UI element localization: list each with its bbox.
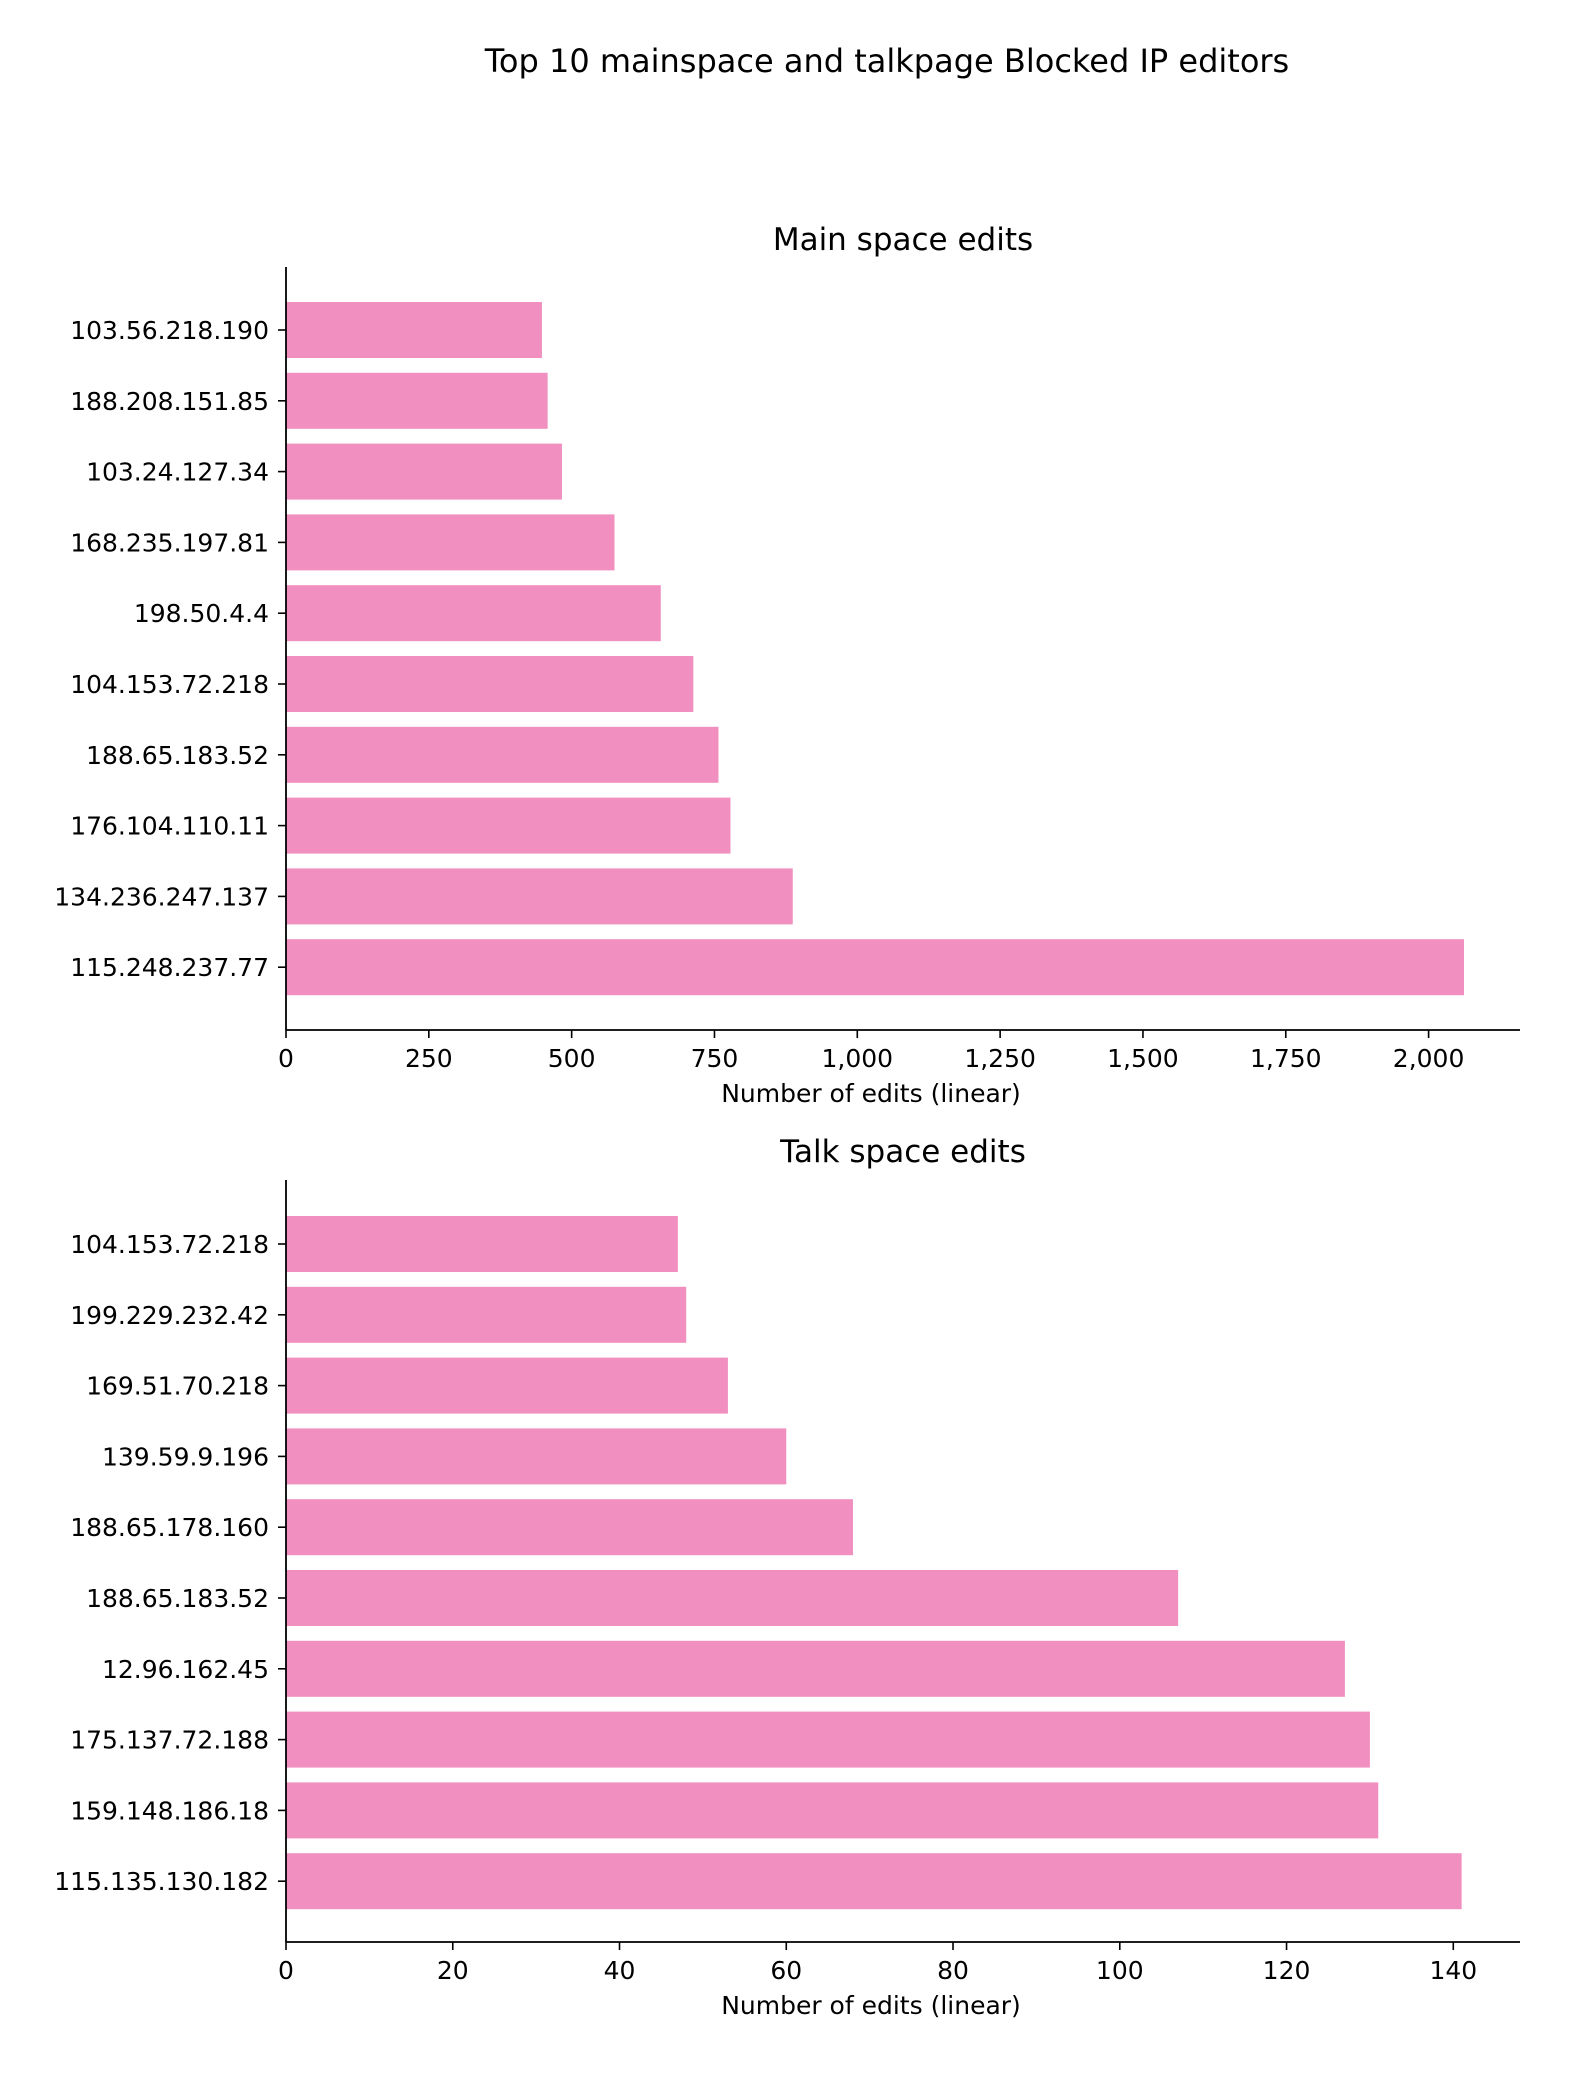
main-bar	[286, 372, 548, 429]
main-y-tick-label: 103.24.127.34	[86, 458, 269, 487]
talk-bar	[286, 1640, 1345, 1697]
main-bar	[286, 585, 661, 642]
main-bar	[286, 939, 1465, 996]
talk-x-tick-label: 20	[437, 1956, 469, 1985]
talk-x-tick-label: 140	[1429, 1956, 1477, 1985]
main-y-tick-label: 103.56.218.190	[70, 316, 269, 345]
talk-y-tick-label: 115.135.130.182	[54, 1867, 269, 1896]
talk-y-tick-label: 188.65.183.52	[86, 1584, 269, 1613]
talk-y-tick-label: 139.59.9.196	[102, 1442, 269, 1471]
main-x-tick-label: 1,250	[964, 1044, 1036, 1073]
main-y-tick-label: 198.50.4.4	[134, 599, 269, 628]
main-x-tick-label: 0	[278, 1044, 294, 1073]
talk-x-tick-label: 80	[937, 1956, 969, 1985]
talk-y-tick-label: 12.96.162.45	[102, 1655, 269, 1684]
main-chart-title: Main space edits	[773, 222, 1033, 258]
main-x-tick-label: 500	[548, 1044, 596, 1073]
main-y-tick-label: 104.153.72.218	[70, 670, 269, 699]
talk-x-tick-label: 100	[1096, 1956, 1144, 1985]
main-bar	[286, 868, 793, 925]
main-x-tick-label: 1,000	[822, 1044, 894, 1073]
main-bar	[286, 514, 615, 571]
talk-chart-title: Talk space edits	[779, 1134, 1026, 1170]
main-bar	[286, 302, 542, 358]
talk-x-tick-label: 60	[770, 1956, 802, 1985]
talk-bar	[286, 1570, 1179, 1626]
talk-y-tick-label: 169.51.70.218	[86, 1372, 269, 1401]
main-y-tick-label: 176.104.110.11	[70, 812, 269, 841]
main-x-tick-label: 1,750	[1250, 1044, 1322, 1073]
talk-space-edits-chart: Talk space edits 104.153.72.218 199.229.23…	[54, 1134, 1520, 2020]
main-bar	[286, 797, 731, 854]
main-x-tick-label: 2,000	[1393, 1044, 1465, 1073]
talk-bar	[286, 1499, 853, 1556]
main-x-tick-label: 750	[691, 1044, 739, 1073]
main-bar	[286, 726, 719, 783]
talk-bar	[286, 1782, 1379, 1839]
talk-x-axis-label: Number of edits (linear)	[721, 1991, 1021, 2020]
talk-bar	[286, 1428, 787, 1485]
main-x-tick-label: 1,500	[1107, 1044, 1179, 1073]
main-bar	[286, 656, 694, 712]
talk-x-tick-label: 40	[604, 1956, 636, 1985]
talk-y-tick-label: 199.229.232.42	[70, 1301, 269, 1330]
main-y-tick-label: 134.236.247.137	[54, 882, 269, 911]
main-bar	[286, 443, 562, 500]
talk-x-tick-label: 120	[1263, 1956, 1311, 1985]
talk-bar	[286, 1357, 728, 1414]
talk-bar	[286, 1286, 687, 1343]
main-y-tick-label: 188.208.151.85	[70, 387, 269, 416]
talk-y-tick-label: 104.153.72.218	[70, 1230, 269, 1259]
talk-y-tick-label: 188.65.178.160	[70, 1513, 269, 1542]
main-x-tick-label: 250	[405, 1044, 453, 1073]
main-y-tick-label: 188.65.183.52	[86, 741, 269, 770]
figure-title: Top 10 mainspace and talkpage Blocked IP…	[484, 42, 1289, 80]
talk-bar	[286, 1711, 1370, 1768]
talk-x-tick-label: 0	[278, 1956, 294, 1985]
main-y-tick-label: 168.235.197.81	[70, 528, 269, 557]
main-y-tick-label: 115.248.237.77	[70, 953, 269, 982]
talk-y-tick-label: 159.148.186.18	[70, 1796, 269, 1825]
main-x-axis-label: Number of edits (linear)	[721, 1079, 1021, 1108]
talk-bar	[286, 1853, 1462, 1910]
main-space-edits-chart: Main space edits 103.56.218.190 188.208.15…	[54, 222, 1520, 1108]
talk-y-tick-label: 175.137.72.188	[70, 1726, 269, 1755]
talk-bar	[286, 1216, 678, 1272]
